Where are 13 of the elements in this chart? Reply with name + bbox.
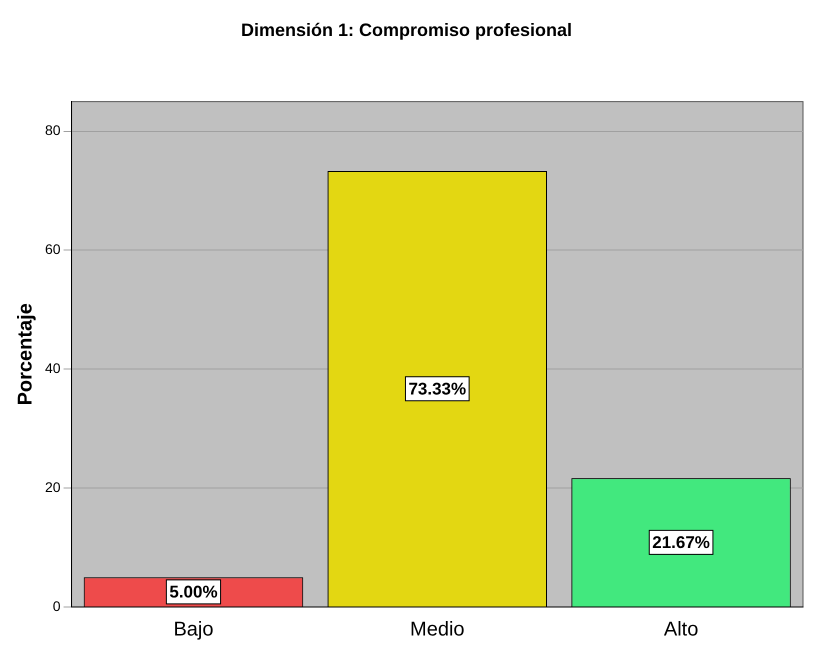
y-tick-label: 20: [44, 478, 61, 495]
y-tick-label: 60: [44, 241, 61, 258]
x-tick-label: Medio: [410, 618, 465, 641]
data-label: 5.00%: [169, 582, 218, 602]
y-tick-label: 40: [44, 360, 61, 376]
chart-title: Dimensión 1: Compromiso profesional: [240, 20, 572, 40]
y-tick-label: 0: [52, 598, 61, 614]
y-tick-label: 80: [44, 122, 61, 138]
y-axis-title: Porcentaje: [14, 303, 37, 406]
data-label: 73.33%: [408, 379, 466, 398]
data-label: 21.67%: [652, 533, 710, 552]
x-tick-label: Alto: [664, 618, 698, 641]
x-tick-label: Bajo: [173, 618, 214, 641]
